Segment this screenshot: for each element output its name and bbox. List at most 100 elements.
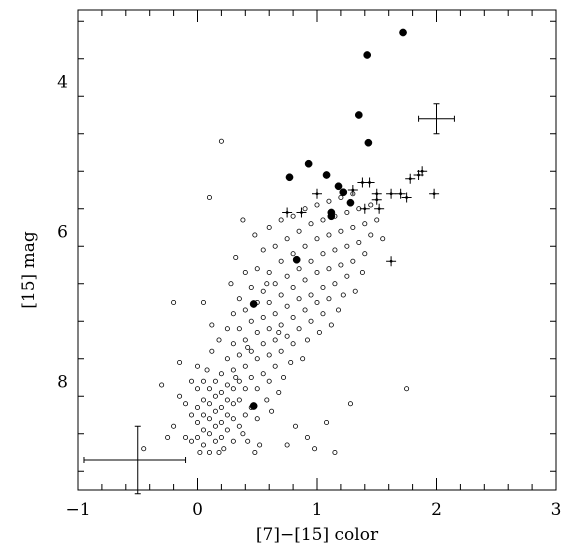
open-circle-point bbox=[302, 243, 308, 249]
open-circle-point bbox=[260, 314, 266, 320]
open-circle-point bbox=[352, 288, 358, 294]
cross-point-center bbox=[417, 173, 420, 177]
filled-circle-point bbox=[346, 198, 355, 207]
open-circle-point bbox=[338, 228, 344, 234]
open-circle-point bbox=[242, 363, 248, 369]
cross-point-center bbox=[432, 192, 436, 196]
open-circle-point bbox=[266, 224, 272, 230]
open-circle-point bbox=[312, 446, 318, 452]
cross-point bbox=[429, 188, 440, 199]
open-circle-point bbox=[304, 337, 310, 343]
cross-point-center bbox=[368, 181, 371, 184]
open-circle-point bbox=[380, 236, 386, 242]
open-circle-point bbox=[242, 386, 248, 392]
open-circle-point bbox=[316, 329, 322, 335]
open-circle-point bbox=[266, 378, 272, 384]
open-circle-point bbox=[338, 262, 344, 268]
open-circle-point bbox=[254, 266, 260, 272]
open-circle-point bbox=[183, 401, 189, 407]
open-circle-point bbox=[212, 438, 218, 444]
open-circle-point bbox=[292, 423, 298, 429]
cross-point bbox=[347, 185, 358, 195]
cross-point-center bbox=[375, 192, 379, 196]
open-circle-point bbox=[332, 449, 338, 455]
open-circle-point bbox=[302, 206, 308, 212]
open-circle-point bbox=[177, 359, 183, 365]
open-circle-point bbox=[344, 209, 350, 215]
open-circle-point bbox=[189, 438, 195, 444]
open-circle-point bbox=[230, 367, 236, 373]
filled-circle-point bbox=[304, 159, 313, 168]
y-tick-label: 6 bbox=[57, 222, 68, 242]
open-circle-point bbox=[242, 307, 248, 313]
open-circle-point bbox=[248, 318, 254, 324]
y-axis-label: [15] mag bbox=[19, 231, 39, 309]
cross-point bbox=[364, 177, 375, 188]
cross-point-center bbox=[361, 181, 364, 184]
open-circle-point bbox=[224, 382, 230, 388]
filled-circle-point bbox=[334, 182, 343, 191]
open-circle-point bbox=[254, 386, 260, 392]
open-circle-point bbox=[245, 438, 251, 444]
open-circle-point bbox=[288, 359, 294, 365]
cross-point bbox=[395, 188, 406, 199]
open-circle-point bbox=[344, 243, 350, 249]
open-circle-point bbox=[206, 194, 212, 200]
open-circle-point bbox=[252, 232, 258, 238]
open-circle-point bbox=[278, 348, 284, 354]
open-circle-point bbox=[218, 389, 224, 395]
open-circle-point bbox=[266, 352, 272, 358]
open-circle-point bbox=[264, 281, 270, 287]
open-circle-point bbox=[290, 213, 296, 219]
open-circle-point bbox=[276, 389, 282, 395]
open-circle-point bbox=[216, 449, 222, 455]
open-circle-point bbox=[189, 378, 195, 384]
open-circle-point bbox=[296, 228, 302, 234]
open-circle-point bbox=[236, 423, 242, 429]
open-circle-point bbox=[204, 367, 210, 373]
open-circle-point bbox=[230, 438, 236, 444]
open-circle-point bbox=[260, 247, 266, 253]
open-circle-point bbox=[404, 386, 410, 392]
open-circle-point bbox=[221, 446, 227, 452]
open-circle-point bbox=[326, 266, 332, 272]
open-circle-point bbox=[260, 288, 266, 294]
open-circle-point bbox=[252, 449, 258, 455]
open-circle-point bbox=[314, 299, 320, 305]
cross-point bbox=[359, 203, 370, 214]
open-circle-point bbox=[338, 194, 344, 200]
cross-point-center bbox=[375, 198, 379, 202]
open-circle-point bbox=[206, 416, 212, 422]
open-circle-point bbox=[171, 299, 177, 305]
open-circle-point bbox=[278, 292, 284, 298]
open-circle-point bbox=[308, 221, 314, 227]
open-circle-point bbox=[362, 251, 368, 257]
plot-frame bbox=[77, 9, 557, 491]
open-circle-point bbox=[165, 434, 171, 440]
open-circle-point bbox=[314, 202, 320, 208]
open-circle-point bbox=[308, 318, 314, 324]
cross-point bbox=[417, 166, 428, 177]
open-circle-point bbox=[344, 273, 350, 279]
open-circle-point bbox=[230, 386, 236, 392]
open-circle-point bbox=[197, 449, 203, 455]
open-circle-point bbox=[230, 311, 236, 317]
open-circle-point bbox=[233, 254, 239, 260]
open-circle-point bbox=[183, 434, 189, 440]
filled-circle-point bbox=[327, 212, 336, 221]
open-circle-point bbox=[228, 281, 234, 287]
open-circle-point bbox=[320, 251, 326, 257]
cross-point bbox=[405, 173, 416, 184]
cross-point-center bbox=[405, 196, 409, 199]
open-circle-point bbox=[260, 371, 266, 377]
open-circle-point bbox=[230, 416, 236, 422]
open-circle-point bbox=[308, 292, 314, 298]
cross-point-center bbox=[285, 211, 289, 214]
open-circle-point bbox=[326, 198, 332, 204]
open-circle-point bbox=[218, 138, 224, 144]
open-circle-point bbox=[290, 314, 296, 320]
open-circle-point bbox=[272, 363, 278, 369]
filled-circle-point bbox=[292, 255, 301, 264]
open-circle-point bbox=[236, 352, 242, 358]
open-circle-point bbox=[328, 322, 334, 328]
